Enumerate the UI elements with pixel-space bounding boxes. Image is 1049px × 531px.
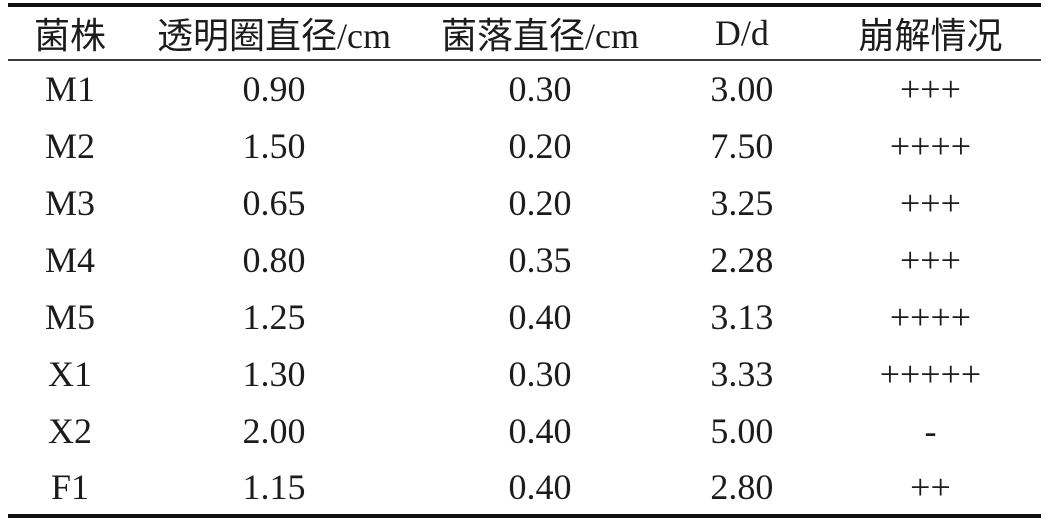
cell-clear_zone_diameter: 1.15 <box>242 466 306 507</box>
cell-disintegration: +++ <box>899 69 961 109</box>
column-header-dd_ratio: D/d <box>663 5 820 61</box>
cell-colony_diameter: 0.40 <box>508 466 572 507</box>
table-row: X2 2.00 0.40 5.00 - <box>8 402 1041 459</box>
cell-colony_diameter: 0.20 <box>508 125 572 166</box>
cell-dd_ratio: 3.00 <box>710 69 774 109</box>
cell-colony_diameter: 0.20 <box>508 182 572 223</box>
table-body: M1 0.90 0.30 3.00 +++ M2 1.50 0.20 7.50 ++++ M3 0.6… <box>8 60 1041 516</box>
column-header-strain: 菌株 <box>8 5 132 61</box>
table-row: X1 1.30 0.30 3.33 +++++ <box>8 345 1041 402</box>
cell-colony_diameter: 0.35 <box>508 239 572 280</box>
cell-clear_zone_diameter: 0.90 <box>242 69 306 109</box>
table-row: M1 0.90 0.30 3.00 +++ <box>8 60 1041 117</box>
cell-colony_diameter: 0.40 <box>508 296 572 337</box>
cell-clear_zone_diameter: 0.65 <box>242 182 306 223</box>
cell-dd_ratio: 5.00 <box>710 410 774 451</box>
cell-dd_ratio: 3.33 <box>710 353 774 394</box>
cell-disintegration: - <box>924 410 937 451</box>
cell-clear_zone_diameter: 2.00 <box>242 410 306 451</box>
cell-clear_zone_diameter: 1.30 <box>242 353 306 394</box>
cell-strain: M3 <box>44 182 95 223</box>
cell-clear_zone_diameter: 1.25 <box>242 296 306 337</box>
table-row: M4 0.80 0.35 2.28 +++ <box>8 231 1041 288</box>
cell-disintegration: +++++ <box>879 353 982 394</box>
cell-dd_ratio: 3.13 <box>710 296 774 337</box>
cell-strain: M4 <box>44 239 95 280</box>
table-row: M5 1.25 0.40 3.13 ++++ <box>8 288 1041 345</box>
cell-strain: M2 <box>44 125 95 166</box>
cell-colony_diameter: 0.30 <box>508 69 572 109</box>
cell-dd_ratio: 2.80 <box>710 466 774 507</box>
cell-clear_zone_diameter: 0.80 <box>242 239 306 280</box>
table-row: M3 0.65 0.20 3.25 +++ <box>8 174 1041 231</box>
column-header-colony_diameter: 菌落直径/cm <box>416 5 664 61</box>
cell-clear_zone_diameter: 1.50 <box>242 125 306 166</box>
cell-colony_diameter: 0.30 <box>508 353 572 394</box>
table-head: 菌株 透明圈直径/cm 菌落直径/cm D/d 崩解情况 <box>8 5 1041 61</box>
cell-strain: M1 <box>44 69 95 109</box>
cell-strain: M5 <box>44 296 95 337</box>
table-header-row: 菌株 透明圈直径/cm 菌落直径/cm D/d 崩解情况 <box>8 5 1041 61</box>
cell-dd_ratio: 3.25 <box>710 182 774 223</box>
cell-dd_ratio: 7.50 <box>710 125 774 166</box>
cell-dd_ratio: 2.28 <box>710 239 774 280</box>
strain-disintegration-table: 菌株 透明圈直径/cm 菌落直径/cm D/d 崩解情况 M1 0.90 0.30 3.00 +… <box>8 3 1041 518</box>
cell-disintegration: ++ <box>910 466 951 507</box>
cell-strain: F1 <box>50 466 89 507</box>
column-header-clear_zone_diameter: 透明圈直径/cm <box>131 5 417 61</box>
cell-colony_diameter: 0.40 <box>508 410 572 451</box>
cell-disintegration: +++ <box>899 182 961 223</box>
cell-disintegration: +++ <box>899 239 961 280</box>
table-row: F1 1.15 0.40 2.80 ++ <box>8 459 1041 516</box>
cell-strain: X2 <box>47 410 92 451</box>
table-row: M2 1.50 0.20 7.50 ++++ <box>8 117 1041 174</box>
cell-disintegration: ++++ <box>889 125 972 166</box>
cell-disintegration: ++++ <box>889 296 972 337</box>
column-header-disintegration: 崩解情况 <box>819 5 1041 61</box>
cell-strain: X1 <box>47 353 92 394</box>
